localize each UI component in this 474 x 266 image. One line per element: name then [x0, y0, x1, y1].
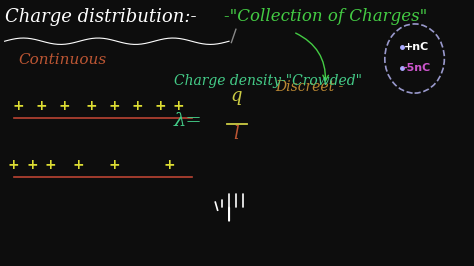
Text: +: +	[109, 99, 120, 113]
Text: Charge distribution:-: Charge distribution:-	[5, 8, 196, 26]
Text: q: q	[230, 87, 242, 105]
Text: -"Collection of Charges": -"Collection of Charges"	[225, 8, 428, 25]
Text: l: l	[233, 125, 239, 143]
Text: Discreet -: Discreet -	[275, 80, 343, 94]
Text: Charge density-"Crowded": Charge density-"Crowded"	[174, 74, 362, 89]
Text: +: +	[26, 158, 38, 172]
Text: Continuous: Continuous	[18, 53, 107, 67]
Text: +: +	[8, 158, 19, 172]
Text: +: +	[86, 99, 98, 113]
Text: +: +	[12, 99, 24, 113]
Text: +: +	[164, 158, 175, 172]
Text: +: +	[155, 99, 166, 113]
Text: +nC: +nC	[404, 41, 429, 52]
Text: +: +	[45, 158, 56, 172]
Text: -5nC: -5nC	[403, 63, 431, 73]
Text: +: +	[58, 99, 70, 113]
Text: +: +	[173, 99, 184, 113]
Text: +: +	[36, 99, 47, 113]
Text: +: +	[72, 158, 84, 172]
Text: λ=: λ=	[174, 112, 203, 130]
Text: +: +	[132, 99, 143, 113]
Text: +: +	[109, 158, 120, 172]
